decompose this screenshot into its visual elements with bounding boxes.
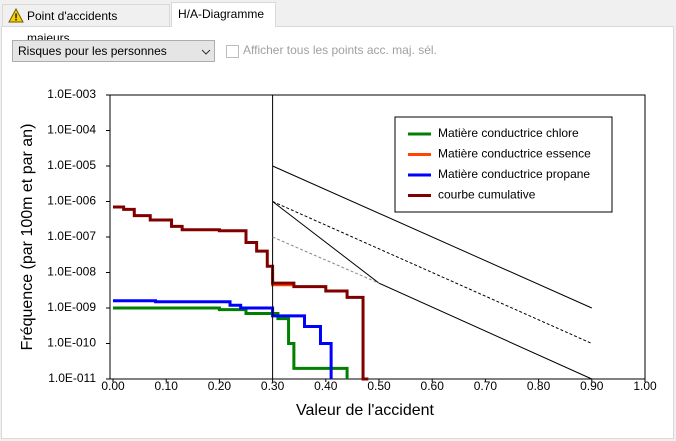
series-line <box>113 306 349 379</box>
tab-label: H/A-Diagramme <box>178 7 265 21</box>
checkbox-label: Afficher tous les points acc. maj. sél. <box>243 43 437 57</box>
x-tick-label: 0.50 <box>367 379 391 393</box>
y-tick-label: 1.0E-007 <box>47 229 96 243</box>
x-tick-label: 0.30 <box>261 379 285 393</box>
x-tick-label: 0.90 <box>580 379 604 393</box>
y-tick-label: 1.0E-010 <box>47 336 96 350</box>
y-axis-label: Fréquence (par 100m et par an) <box>19 124 36 351</box>
criterion-line <box>272 201 593 344</box>
legend-label: courbe cumulative <box>438 188 536 202</box>
y-tick-label: 1.0E-003 <box>47 87 96 101</box>
criterion-line <box>272 236 380 284</box>
legend-label: Matière conductrice chlore <box>438 126 579 140</box>
tab[interactable]: H/A-Diagramme <box>171 2 276 27</box>
checkbox[interactable] <box>226 45 239 58</box>
legend-label: Matière conductrice essence <box>438 147 591 161</box>
x-axis-label: Valeur de l'accident <box>296 402 435 419</box>
x-tick-label: 0.40 <box>314 379 338 393</box>
x-tick-label: 0.20 <box>208 379 232 393</box>
x-tick-label: 0.10 <box>155 379 179 393</box>
warning-icon: ! <box>8 8 24 24</box>
dropdown-value: Risques pour les personnes <box>18 44 167 58</box>
y-tick-label: 1.0E-006 <box>47 194 96 208</box>
dropdown-arrow <box>201 49 211 55</box>
x-tick-label: 1.00 <box>633 379 657 393</box>
series-line <box>113 205 369 381</box>
x-tick-label: 0.70 <box>474 379 498 393</box>
x-tick-label: 0.80 <box>527 379 551 393</box>
x-tick-label: 0.60 <box>421 379 445 393</box>
y-tick-label: 1.0E-011 <box>48 371 96 385</box>
legend-label: Matière conductrice propane <box>438 167 590 181</box>
x-tick-label: 0.00 <box>101 379 125 393</box>
y-tick-label: 1.0E-009 <box>47 300 96 314</box>
svg-text:!: ! <box>14 13 17 24</box>
criterion-line <box>272 165 593 309</box>
legend-box <box>394 116 613 213</box>
y-tick-label: 1.0E-008 <box>47 265 96 279</box>
y-tick-label: 1.0E-005 <box>47 158 96 172</box>
dropdown[interactable]: Risques pour les personnes <box>12 40 215 62</box>
y-tick-label: 1.0E-004 <box>47 123 96 137</box>
